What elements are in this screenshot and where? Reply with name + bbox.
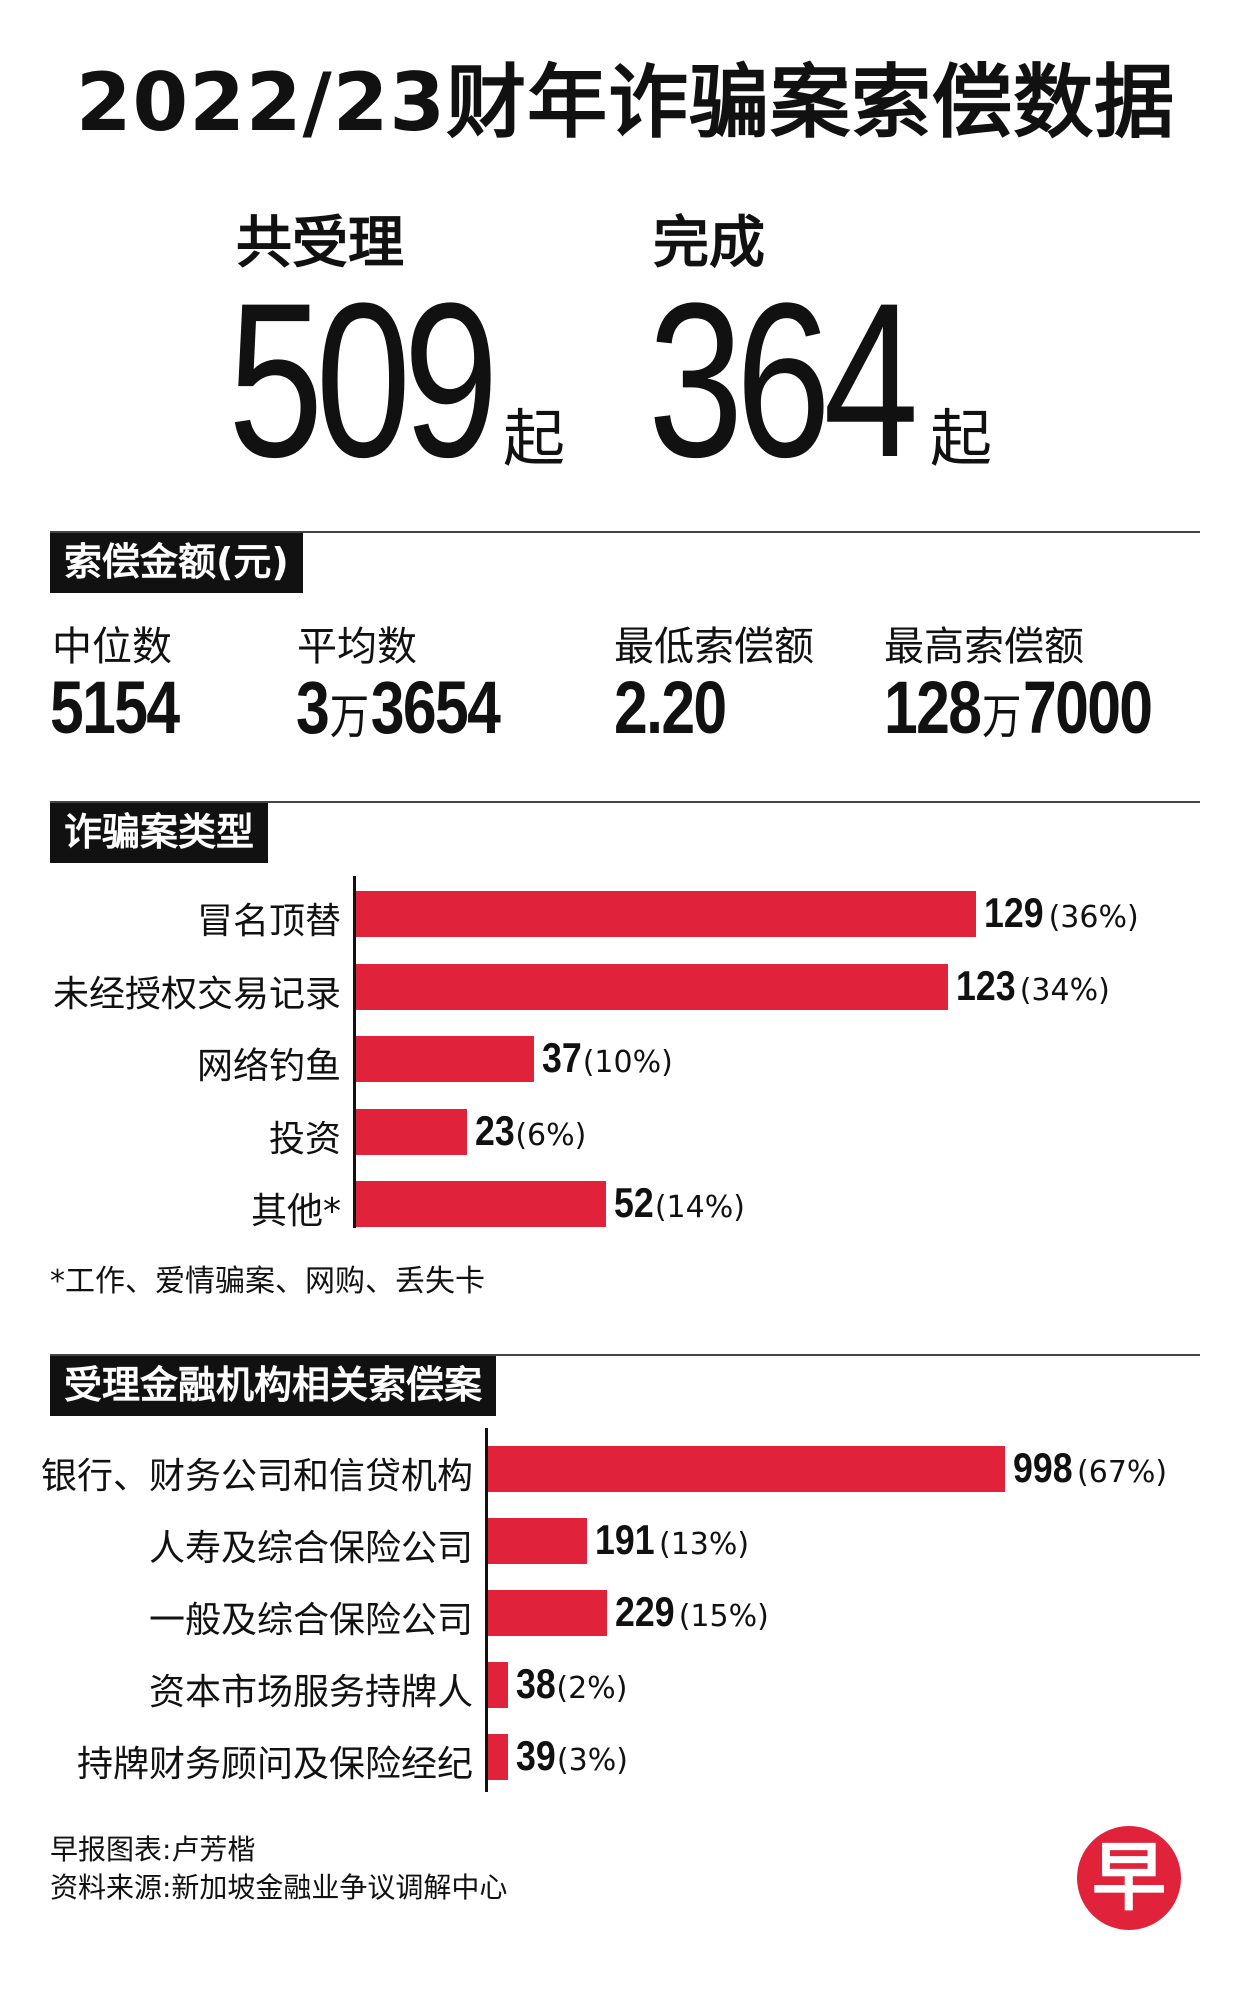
chart-axis bbox=[485, 1428, 488, 1792]
category-label: 投资 bbox=[268, 1118, 341, 1160]
value-percent: (36%) bbox=[1048, 900, 1139, 935]
bar bbox=[488, 1446, 1005, 1492]
bar bbox=[356, 963, 948, 1010]
value-number: 998 bbox=[1012, 1444, 1073, 1491]
value-number: 37 bbox=[541, 1034, 582, 1081]
category-label: 一般及综合保险公司 bbox=[148, 1600, 473, 1641]
category-label: 其他* bbox=[250, 1191, 341, 1232]
category-label: 人寿及综合保险公司 bbox=[148, 1528, 473, 1569]
bar bbox=[356, 1108, 467, 1155]
average-label: 平均数 bbox=[297, 624, 417, 670]
source-credit: 资料来源:新加坡金融业争议调解中心 bbox=[50, 1871, 508, 1904]
minimum-value: 2.20 bbox=[614, 666, 727, 749]
category-label: 持牌财务顾问及保险经纪 bbox=[76, 1744, 473, 1785]
section-divider bbox=[50, 531, 1200, 533]
value-number: 129 bbox=[984, 889, 1045, 936]
value-percent: (13%) bbox=[659, 1527, 750, 1562]
value-label: 123 (34%) bbox=[956, 962, 1110, 1010]
value-label: 229 (15%) bbox=[615, 1588, 769, 1636]
category-label: 网络钓鱼 bbox=[196, 1046, 341, 1087]
value-percent: (3%) bbox=[556, 1743, 628, 1778]
completed-unit: 起 bbox=[930, 402, 993, 475]
value-label: 191 (13%) bbox=[595, 1516, 749, 1564]
value-number: 191 bbox=[594, 1516, 655, 1563]
median-value: 5154 bbox=[50, 666, 180, 749]
median-label: 中位数 bbox=[52, 624, 172, 670]
category-label: 冒名顶替 bbox=[196, 901, 341, 942]
section-divider bbox=[50, 801, 1200, 803]
bar bbox=[356, 1181, 607, 1227]
page-title: 2022/23财年诈骗案索偿数据 bbox=[75, 56, 1176, 149]
value-percent: (67%) bbox=[1077, 1455, 1168, 1490]
category-label: 未经授权交易记录 bbox=[52, 973, 341, 1015]
value-label: 998 (67%) bbox=[1013, 1444, 1167, 1492]
value-number: 229 bbox=[614, 1588, 675, 1635]
maximum-value: 128万7000 bbox=[884, 666, 1153, 749]
bar bbox=[488, 1518, 587, 1564]
category-label: 银行、财务公司和信贷机构 bbox=[40, 1456, 473, 1497]
compensation-heading: 索偿金额(元) bbox=[50, 533, 303, 593]
value-label: 39(3%) bbox=[516, 1732, 628, 1780]
bar bbox=[488, 1734, 509, 1780]
zaobao-logo: 早 bbox=[1077, 1826, 1181, 1930]
value-number: 39 bbox=[516, 1732, 556, 1779]
average-value: 3万3654 bbox=[296, 666, 501, 749]
value-label: 23(6%) bbox=[475, 1107, 587, 1155]
value-percent: (6%) bbox=[515, 1117, 587, 1153]
value-label: 38(2%) bbox=[516, 1660, 628, 1708]
value-number: 23 bbox=[474, 1106, 515, 1154]
value-percent: (34%) bbox=[1019, 972, 1110, 1008]
value-percent: (15%) bbox=[678, 1599, 769, 1634]
value-label: 52(14%) bbox=[614, 1179, 745, 1227]
minimum-label: 最低索偿额 bbox=[614, 624, 814, 670]
bar bbox=[356, 1036, 534, 1082]
bar bbox=[488, 1662, 508, 1708]
value-label: 129 (36%) bbox=[984, 889, 1138, 937]
footnote: *工作、爱情骗案、网购、丢失卡 bbox=[50, 1264, 485, 1299]
bar bbox=[356, 891, 977, 937]
fraud-types-heading: 诈骗案类型 bbox=[50, 803, 269, 863]
completed-count: 364 bbox=[648, 257, 919, 503]
category-label: 资本市场服务持牌人 bbox=[148, 1672, 473, 1713]
section-divider bbox=[50, 1354, 1200, 1356]
value-percent: (14%) bbox=[654, 1190, 745, 1225]
chart-axis bbox=[353, 876, 356, 1228]
bar bbox=[488, 1590, 607, 1636]
value-percent: (10%) bbox=[582, 1045, 673, 1080]
value-label: 37(10%) bbox=[542, 1034, 673, 1082]
value-number: 38 bbox=[515, 1660, 556, 1707]
received-unit: 起 bbox=[503, 402, 566, 475]
value-percent: (2%) bbox=[556, 1671, 628, 1706]
maximum-label: 最高索偿额 bbox=[884, 624, 1084, 670]
value-number: 123 bbox=[955, 961, 1016, 1009]
institutions-heading: 受理金融机构相关索偿案 bbox=[50, 1356, 497, 1416]
received-label: 共受理 bbox=[236, 211, 404, 276]
received-count: 509 bbox=[228, 257, 499, 503]
graphic-credit: 早报图表:卢芳楷 bbox=[50, 1833, 256, 1866]
completed-label: 完成 bbox=[653, 211, 765, 276]
value-number: 52 bbox=[614, 1179, 654, 1226]
